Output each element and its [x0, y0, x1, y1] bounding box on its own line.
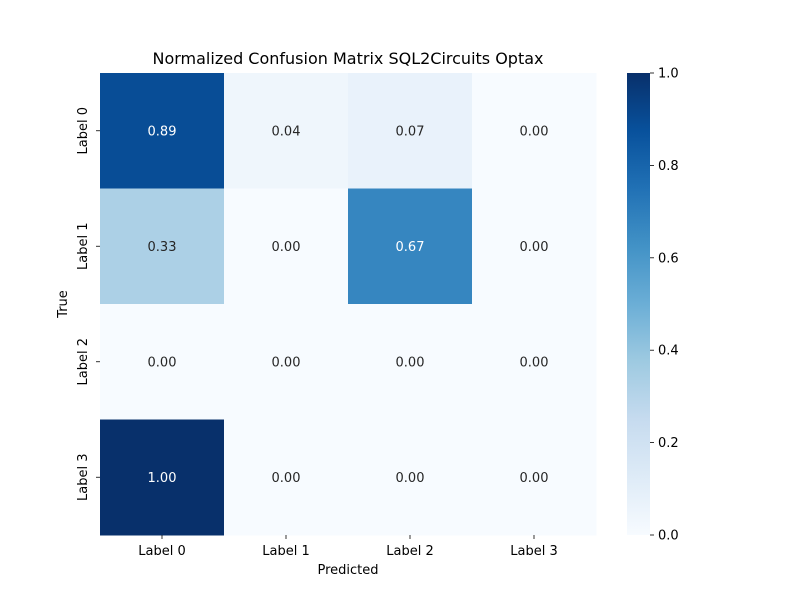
- heatmap-cell: [100, 73, 225, 189]
- colorbar-tick-label: 0.8: [658, 159, 679, 174]
- heatmap-cell: [472, 304, 597, 420]
- y-tick-label: Label 2: [76, 338, 91, 385]
- heatmap-cell: [100, 188, 225, 305]
- heatmap-cell: [100, 419, 225, 536]
- heatmap-cell: [472, 419, 597, 536]
- heatmap-cell: [100, 304, 225, 420]
- heatmap-annotations: 0.89 0.04 0.07 0.00 0.33 0.00 0.67 0.00 0.00 0.00…: [148, 124, 549, 486]
- cell-value-label: 0.00: [272, 240, 301, 255]
- colorbar-tick-label: 0.6: [658, 251, 679, 266]
- cell-value-label: 0.04: [272, 124, 301, 139]
- heatmap-cell: [472, 73, 597, 189]
- colorbar-tick-label: 0.2: [658, 436, 679, 451]
- x-axis-label: Predicted: [317, 563, 378, 578]
- heatmap-cell: [348, 304, 473, 420]
- cell-value-label: 1.00: [148, 471, 177, 486]
- heatmap-cell: [224, 419, 349, 536]
- heatmap-cell: [348, 188, 473, 305]
- colorbar-tick-label: 0.4: [658, 344, 679, 359]
- cell-value-label: 0.00: [396, 355, 425, 370]
- heatmap-cell: [224, 188, 349, 305]
- cell-value-label: 0.00: [396, 471, 425, 486]
- x-tick-label: Label 3: [510, 544, 557, 559]
- colorbar-tick-label: 0.0: [658, 529, 679, 544]
- heatmap-cells: [100, 73, 597, 536]
- cell-value-label: 0.07: [396, 124, 425, 139]
- cell-value-label: 0.00: [520, 124, 549, 139]
- cell-value-label: 0.00: [148, 355, 177, 370]
- y-tick-label: Label 0: [76, 107, 91, 154]
- cell-value-label: 0.00: [272, 355, 301, 370]
- chart-title: Normalized Confusion Matrix SQL2Circuits…: [152, 49, 543, 68]
- heatmap-cell: [348, 419, 473, 536]
- x-tick-labels: Label 0 Label 1 Label 2 Label 3: [138, 535, 558, 559]
- cell-value-label: 0.33: [148, 240, 177, 255]
- heatmap-cell: [224, 73, 349, 189]
- colorbar-ticks: 0.0 0.2 0.4 0.6 0.8 1.0: [650, 67, 679, 544]
- colorbar-tick-label: 1.0: [658, 67, 679, 82]
- heatmap-cell: [348, 73, 473, 189]
- cell-value-label: 0.67: [396, 240, 425, 255]
- cell-value-label: 0.00: [272, 471, 301, 486]
- heatmap-cell: [472, 188, 597, 305]
- y-tick-label: Label 1: [76, 223, 91, 270]
- cell-value-label: 0.00: [520, 355, 549, 370]
- heatmap-cell: [224, 304, 349, 420]
- y-tick-labels: Label 0 Label 1 Label 2 Label 3: [76, 107, 100, 501]
- cell-value-label: 0.00: [520, 240, 549, 255]
- cell-value-label: 0.00: [520, 471, 549, 486]
- cell-value-label: 0.89: [148, 124, 177, 139]
- colorbar: [627, 73, 650, 535]
- x-tick-label: Label 2: [386, 544, 433, 559]
- x-tick-label: Label 1: [262, 544, 309, 559]
- y-axis-label: True: [56, 290, 71, 319]
- x-tick-label: Label 0: [138, 544, 185, 559]
- y-tick-label: Label 3: [76, 454, 91, 501]
